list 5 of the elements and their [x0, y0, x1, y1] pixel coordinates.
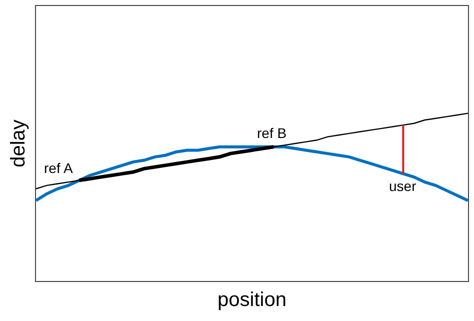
annotation: ref A: [44, 160, 74, 176]
y-axis-title: delay: [8, 120, 30, 168]
annotation: ref B: [257, 125, 287, 141]
x-axis-title: position: [218, 288, 286, 311]
annotation: user: [389, 178, 417, 194]
